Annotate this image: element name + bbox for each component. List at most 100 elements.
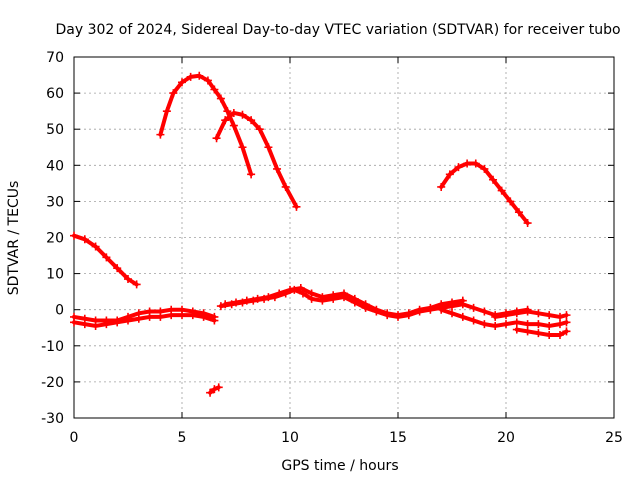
data-point <box>264 293 273 302</box>
data-point <box>545 311 554 320</box>
data-point <box>361 300 370 309</box>
data-point <box>426 303 435 312</box>
data-point <box>273 164 282 173</box>
data-point <box>318 293 327 302</box>
data-point <box>340 289 348 298</box>
data-point <box>102 253 111 262</box>
data-point <box>156 130 165 139</box>
data-point <box>556 320 564 329</box>
y-tick-label: 40 <box>46 158 64 174</box>
data-point <box>491 312 500 321</box>
data-point <box>445 170 454 179</box>
data-point <box>70 231 78 240</box>
data-point <box>124 312 132 321</box>
data-point <box>497 186 506 195</box>
data-point <box>206 388 215 397</box>
data-point <box>534 309 543 318</box>
data-point <box>167 305 176 314</box>
data-point <box>534 329 543 338</box>
data-point <box>145 307 154 316</box>
series-band <box>514 327 569 337</box>
data-point <box>562 327 571 336</box>
data-point <box>169 89 178 98</box>
data-point <box>281 182 290 191</box>
series-late-bottom <box>512 325 571 339</box>
data-point <box>454 163 463 172</box>
data-point <box>264 143 273 152</box>
y-tick-label: 50 <box>46 122 64 138</box>
data-point <box>210 85 219 94</box>
data-point <box>210 312 219 321</box>
data-point <box>210 385 219 394</box>
x-tick-label: 10 <box>281 430 299 446</box>
data-point <box>350 294 359 303</box>
data-point <box>70 312 78 321</box>
data-point <box>545 330 554 339</box>
x-tick-label: 5 <box>178 430 187 446</box>
data-point <box>480 307 489 316</box>
x-tick-label: 0 <box>70 430 79 446</box>
data-point <box>247 116 256 125</box>
series-arc-early-descending <box>70 231 141 289</box>
series-arc-late-peak-40 <box>437 159 532 228</box>
data-point <box>91 242 100 251</box>
data-point <box>223 107 232 116</box>
y-tick-label: -10 <box>41 339 64 355</box>
y-tick-label: 30 <box>46 194 64 210</box>
data-point <box>292 202 301 211</box>
series-near-zero-upper <box>221 284 467 320</box>
grid <box>74 57 614 418</box>
data-point <box>232 298 240 307</box>
data-point <box>437 305 446 314</box>
data-point <box>448 298 456 307</box>
data-point <box>562 318 571 327</box>
series-near-zero-mid <box>216 285 532 321</box>
data-point <box>480 320 489 329</box>
data-point <box>195 71 204 80</box>
data-point <box>506 197 515 206</box>
data-point <box>523 307 532 316</box>
data-point <box>307 289 316 298</box>
data-point <box>534 320 543 329</box>
y-tick-label: 20 <box>46 231 64 247</box>
data-points <box>70 71 571 397</box>
data-point <box>238 143 247 152</box>
data-point <box>296 284 305 293</box>
data-point <box>162 107 171 116</box>
y-tick-label: 70 <box>46 50 64 66</box>
series-late-lower <box>437 305 571 330</box>
data-point <box>404 309 413 318</box>
data-point <box>178 305 186 314</box>
data-point <box>523 219 532 228</box>
data-point <box>556 312 564 321</box>
y-tick-label: 60 <box>46 86 64 102</box>
data-point <box>372 305 381 314</box>
x-tick-label: 20 <box>497 430 515 446</box>
data-point <box>463 159 472 168</box>
y-tick-label: 0 <box>55 303 64 319</box>
y-tick-label: -20 <box>41 375 64 391</box>
data-point <box>523 320 532 329</box>
data-point <box>212 134 221 143</box>
data-point <box>523 327 532 336</box>
x-axis-label: GPS time / hours <box>281 458 398 474</box>
x-tick-label: 25 <box>605 430 623 446</box>
data-point <box>556 330 564 339</box>
series-late-upper <box>491 307 571 321</box>
data-point <box>242 296 251 305</box>
data-point <box>102 316 111 325</box>
data-point <box>188 307 197 316</box>
data-point <box>469 303 478 312</box>
data-point <box>229 121 238 130</box>
data-point <box>437 182 446 191</box>
data-point <box>132 280 141 289</box>
data-point <box>124 275 132 284</box>
data-point <box>415 305 424 314</box>
y-tick-label: 10 <box>46 267 64 283</box>
data-point <box>480 164 489 173</box>
data-point <box>491 321 500 330</box>
data-point <box>383 309 392 318</box>
series-band <box>218 287 530 319</box>
data-point <box>80 314 89 323</box>
